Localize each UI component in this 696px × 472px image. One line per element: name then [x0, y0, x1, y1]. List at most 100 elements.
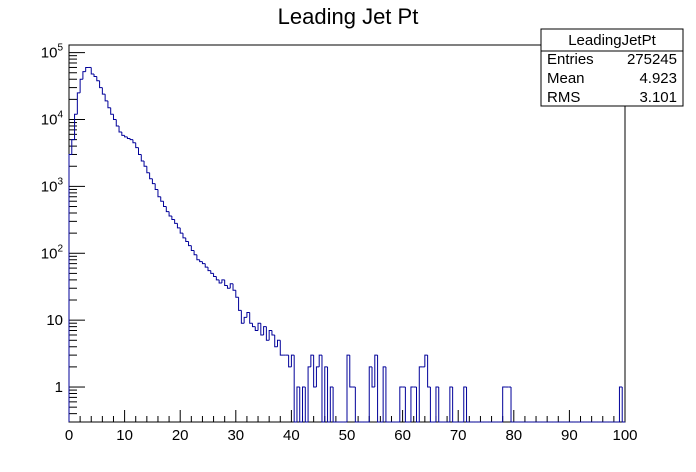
histogram-bin — [204, 263, 208, 268]
histogram-bin — [71, 139, 75, 155]
histogram-bin — [429, 387, 434, 423]
x-tick-label: 0 — [65, 427, 73, 444]
histogram-bin — [126, 136, 131, 139]
stats-value: 275245 — [627, 51, 677, 68]
histogram-bin — [224, 279, 228, 286]
histogram-bin — [165, 206, 170, 213]
y-tick-label: 104 — [41, 109, 64, 128]
x-tick-label: 70 — [450, 427, 467, 444]
y-tick-base: 10 — [41, 245, 58, 262]
y-tick-base: 10 — [41, 45, 58, 62]
histogram-bin — [279, 340, 284, 356]
stats-label: Mean — [547, 70, 585, 87]
histogram-bin — [466, 387, 470, 423]
histogram-bin — [235, 290, 239, 298]
histogram-bin — [618, 386, 623, 422]
histogram-bin — [160, 196, 164, 202]
histogram-bin — [74, 113, 78, 140]
histogram-bin — [329, 386, 334, 422]
histogram-bin — [215, 276, 220, 281]
histogram-bin — [374, 354, 378, 388]
histogram-bin — [163, 201, 167, 208]
histogram-bin — [263, 326, 267, 335]
histogram-bin — [510, 387, 514, 423]
histogram-bin — [190, 245, 195, 251]
stats-label: Entries — [547, 51, 594, 68]
histogram-bin — [140, 154, 145, 162]
histogram-bin — [221, 279, 225, 283]
histogram-bin — [238, 297, 242, 311]
y-tick-exponent: 3 — [57, 176, 63, 187]
histogram-bin — [416, 387, 420, 423]
histogram-bin — [243, 316, 247, 324]
x-tick-label: 60 — [394, 427, 411, 444]
histogram-bin — [502, 386, 506, 422]
histogram-bin — [304, 387, 309, 423]
stats-box — [540, 28, 684, 107]
histogram-bin — [424, 354, 428, 367]
histogram-bin — [188, 241, 192, 247]
y-tick-label: 105 — [41, 42, 64, 61]
histogram-bin — [346, 354, 350, 422]
histogram-bin — [149, 172, 153, 180]
histogram-bin — [332, 387, 336, 423]
histogram-bin — [260, 323, 264, 336]
histogram-bin — [307, 366, 311, 422]
histogram-bin — [154, 183, 158, 190]
histogram-bin — [288, 355, 292, 368]
histogram-bin — [168, 211, 172, 217]
histogram-bin — [135, 142, 139, 149]
histogram-bin — [274, 334, 278, 348]
stats-value: 3.101 — [639, 89, 677, 106]
histogram-bin — [82, 71, 86, 80]
histogram-bin — [179, 227, 183, 234]
x-tick-label: 30 — [227, 427, 244, 444]
histogram-bin — [104, 94, 108, 102]
histogram-bin — [354, 387, 359, 423]
histogram-bin — [438, 387, 442, 423]
histogram-bin — [176, 223, 181, 229]
x-tick-label: 90 — [561, 427, 578, 444]
histogram-bin — [132, 139, 136, 144]
y-tick-label: 103 — [41, 176, 64, 195]
histogram-bin — [199, 259, 203, 263]
histogram-bin — [229, 283, 234, 289]
y-tick-label: 1 — [55, 379, 63, 396]
histogram-bin — [368, 366, 373, 422]
histogram-bin — [452, 387, 456, 423]
histogram-bin — [271, 330, 275, 336]
histogram-bin — [118, 125, 122, 133]
histogram-bin — [218, 279, 222, 284]
histogram-bin — [185, 237, 189, 242]
histogram-bin — [435, 386, 439, 422]
histogram-bin — [232, 283, 236, 291]
histogram-bin — [290, 354, 295, 367]
histogram-bin — [101, 87, 106, 95]
histogram-bin — [277, 339, 281, 347]
histogram-bin — [410, 386, 414, 422]
y-tick-base: 10 — [41, 111, 58, 128]
histogram-bin — [151, 178, 156, 185]
histogram-bin — [207, 267, 211, 272]
y-tick-base: 10 — [41, 178, 58, 195]
histogram-bin — [463, 386, 467, 422]
histogram-bin — [249, 312, 253, 324]
histogram-bin — [257, 322, 261, 331]
histogram-bin — [201, 261, 206, 265]
histogram-bin — [382, 366, 386, 422]
histogram-bin — [93, 73, 97, 77]
histogram-bin — [427, 355, 431, 388]
y-tick-exponent: 4 — [57, 109, 63, 120]
histogram-bin — [146, 166, 150, 174]
histogram-bin — [327, 366, 331, 423]
histogram-bin — [174, 219, 178, 224]
x-tick-label: 20 — [172, 427, 189, 444]
histogram-bin — [107, 100, 111, 109]
histogram-bin — [115, 119, 120, 127]
histogram-bin — [110, 107, 114, 115]
histogram-bin — [313, 355, 317, 388]
histogram-bin — [157, 189, 161, 198]
histogram-bin — [213, 273, 217, 277]
y-tick-exponent: 5 — [57, 42, 63, 53]
